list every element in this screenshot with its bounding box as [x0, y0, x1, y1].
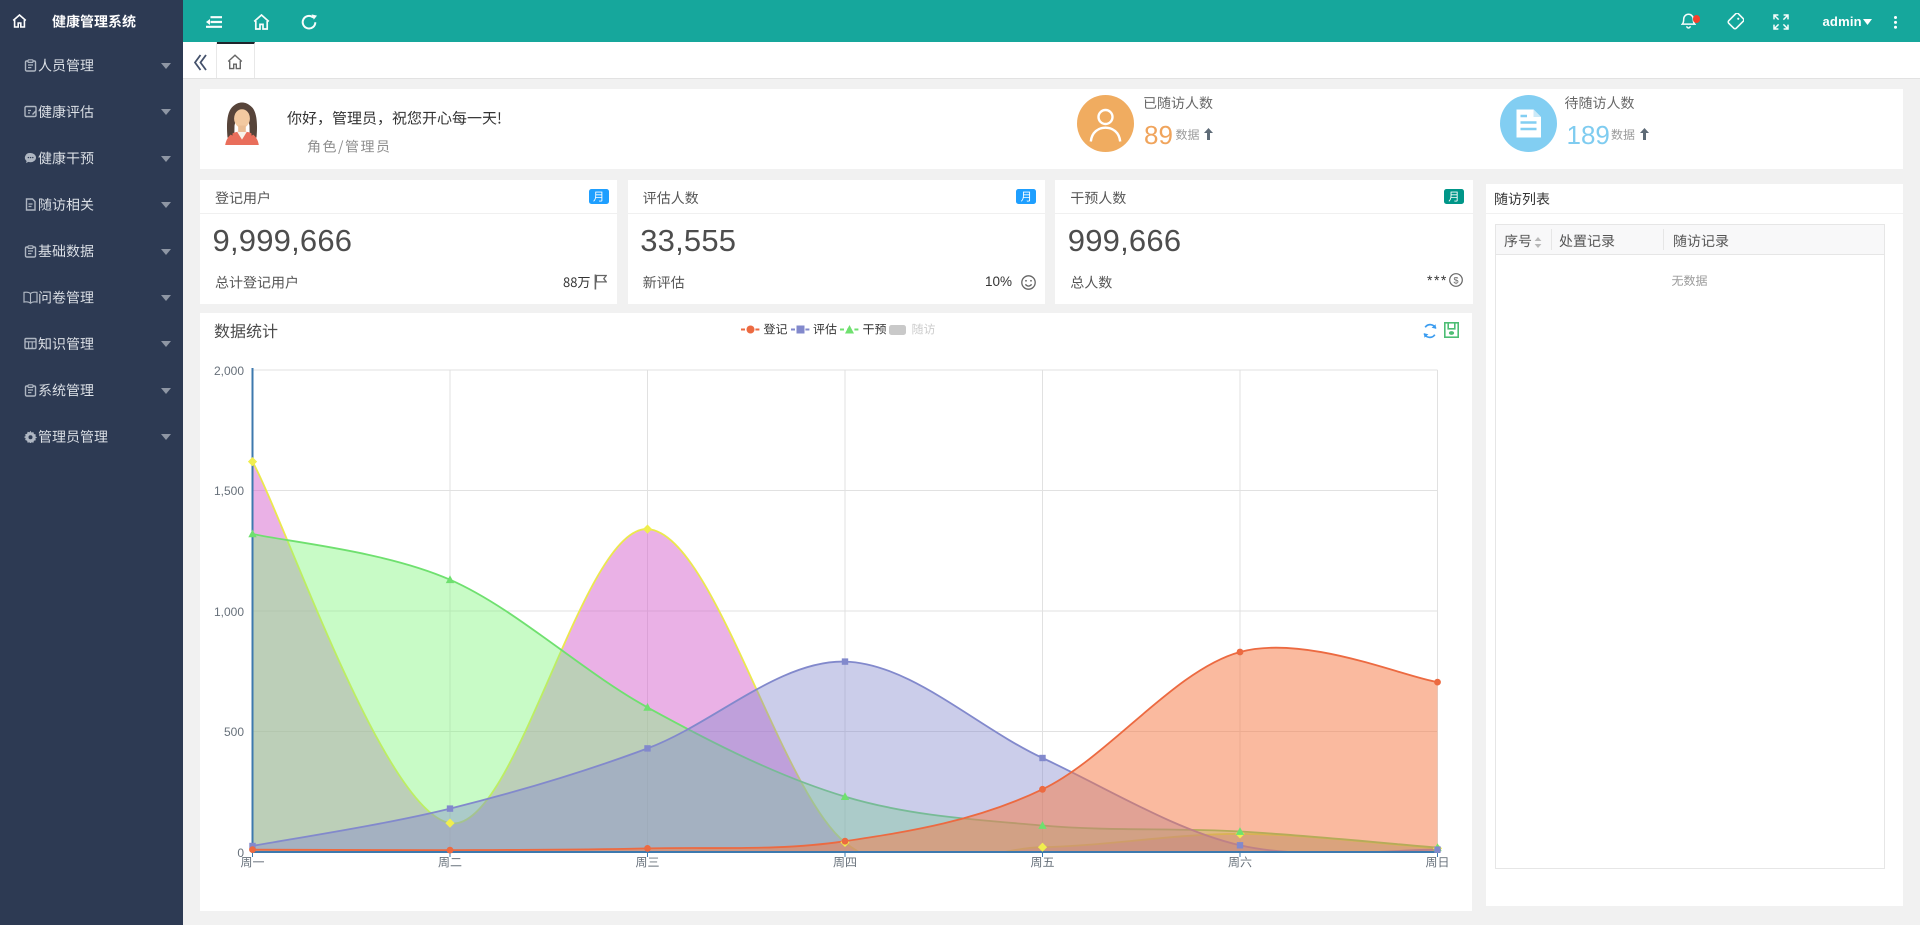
svg-text:$: $	[1453, 275, 1458, 285]
